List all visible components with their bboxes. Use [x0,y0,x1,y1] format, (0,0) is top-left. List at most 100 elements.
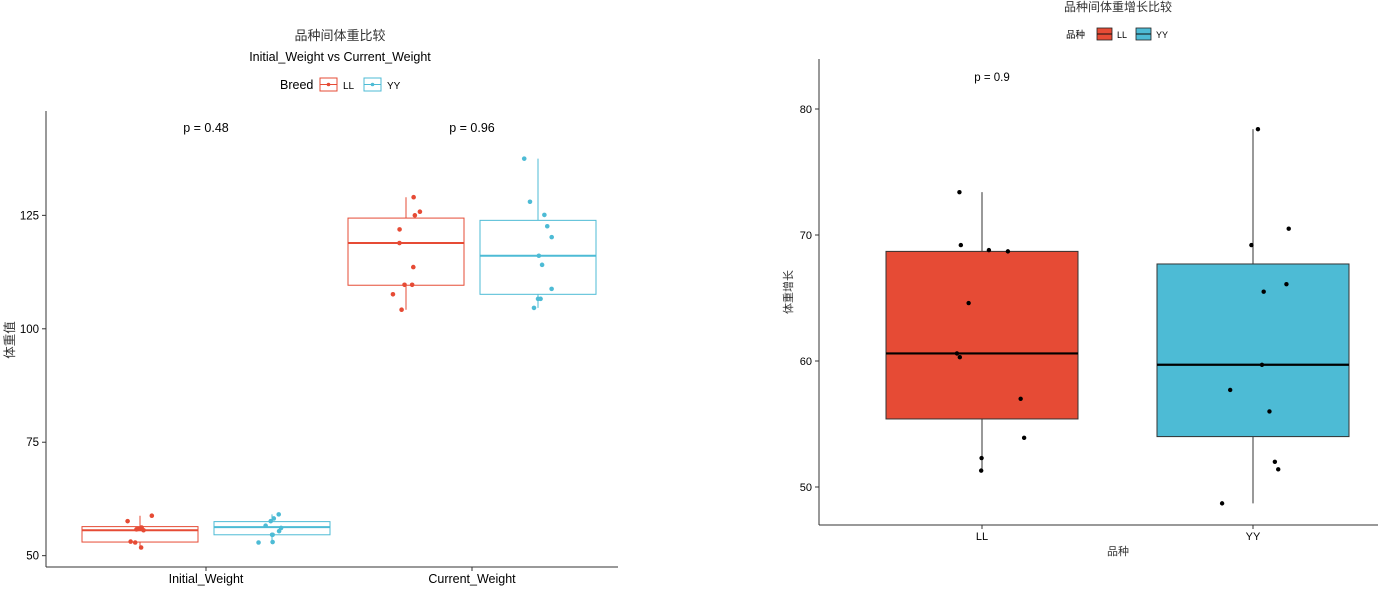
left-pvalue-initial: p = 0.48 [183,121,229,135]
x-tick-label: YY [1246,531,1261,543]
right-plot-area [885,126,1350,506]
right-legend-label-yy: YY [1156,30,1168,40]
right-pvalue: p = 0.9 [974,72,1010,84]
data-point [978,468,984,473]
data-point [412,213,418,218]
left-y-ticks: 50 75 100 125 [20,210,46,563]
data-point [535,296,541,302]
data-point [957,189,962,195]
data-point [268,518,274,524]
data-point [271,516,277,521]
data-point [1227,387,1233,393]
box-ll [347,217,465,286]
data-point [125,518,130,524]
data-point [270,539,275,545]
left-legend-key-ll [319,77,338,92]
left-pvalue-current: p = 0.96 [449,121,495,135]
y-tick-label: 125 [20,210,39,222]
data-point [1286,226,1291,231]
box-ll [885,250,1079,420]
left-legend-label-ll: LL [343,81,355,92]
data-point [1018,396,1023,401]
data-point [539,262,545,268]
data-point [411,264,416,270]
data-point [417,209,423,215]
data-point [1276,467,1281,472]
right-title: 品种间体重增长比较 [1064,0,1172,14]
data-point [141,527,146,533]
data-point [149,513,155,519]
data-point [1219,501,1225,506]
data-point [276,528,282,534]
data-point [397,240,402,246]
right-legend-key-ll [1096,27,1113,41]
data-point [1267,409,1272,414]
left-y-axis-title: 体重值 [2,321,17,359]
y-tick-label: 50 [800,482,812,494]
left-plot-area [81,156,597,550]
y-tick-label: 60 [800,356,812,368]
data-point [1255,126,1261,132]
data-point [1259,362,1265,367]
data-point [402,282,407,288]
data-point [136,526,141,532]
left-chart: 品种间体重比较 Initial_Weight vs Current_Weight… [2,28,618,586]
data-point [1249,242,1254,248]
data-point [270,532,275,538]
data-point [549,234,554,240]
right-legend-label-ll: LL [1117,30,1127,40]
y-tick-label: 50 [26,551,39,563]
left-legend-title: Breed [280,78,313,92]
right-y-ticks: 50 60 70 80 [800,104,819,494]
data-point [521,156,527,161]
right-x-ticks: LL YY [976,525,1261,543]
data-point [954,351,960,356]
box-yy [1156,263,1350,438]
data-point [263,523,268,529]
data-point [979,455,984,461]
x-tick-label: Initial_Weight [169,572,244,586]
left-title: 品种间体重比较 [294,28,385,44]
left-legend-key-yy [363,77,382,92]
y-tick-label: 70 [800,230,812,242]
y-tick-label: 80 [800,104,812,116]
left-legend-label-yy: YY [387,81,401,92]
data-point [390,292,396,297]
right-legend: 品种 LL YY [1066,27,1168,41]
data-point [411,194,416,200]
right-x-axis-title: 品种 [1107,544,1129,558]
data-point [549,286,554,292]
y-tick-label: 100 [20,324,39,336]
right-legend-key-yy [1135,27,1152,41]
y-tick-label: 75 [26,437,39,449]
right-y-axis-title: 体重增长 [781,270,795,314]
data-point [966,300,971,306]
data-point [544,223,550,229]
data-point [542,212,547,218]
left-x-ticks: Initial_Weight Current_Weight [169,567,516,586]
data-point [399,307,404,313]
right-legend-title: 品种 [1066,29,1085,41]
x-tick-label: LL [976,531,988,543]
data-point [531,305,537,311]
data-point [132,540,138,545]
data-point [256,540,261,545]
data-point [1284,281,1289,287]
data-point [536,253,542,259]
left-legend: Breed LL YY [280,77,401,92]
data-point [397,227,402,232]
data-point [957,355,963,360]
data-point [138,545,144,550]
data-point [276,512,282,517]
data-point [128,539,133,544]
data-point [986,247,992,253]
data-point [409,282,415,288]
data-point [1021,435,1027,441]
x-tick-label: Current_Weight [428,572,516,586]
data-point [527,199,533,205]
data-point [1272,459,1278,464]
right-chart: 品种间体重增长比较 品种 LL YY 体重增长 品种 50 60 70 80 LL YY… [781,0,1378,558]
left-subtitle: Initial_Weight vs Current_Weight [249,50,431,64]
data-point [1261,289,1266,294]
